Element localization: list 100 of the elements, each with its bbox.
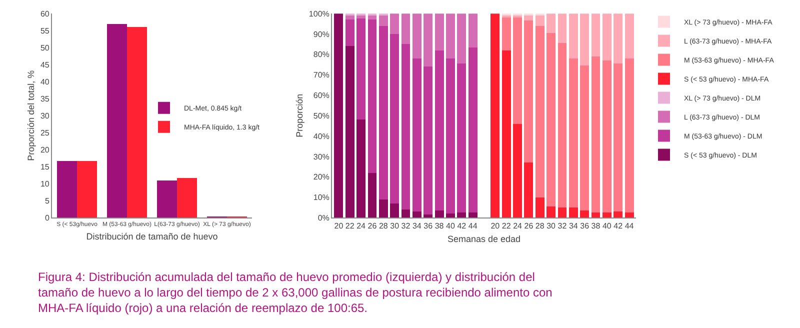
y-tick-label: 30	[40, 111, 50, 120]
bar	[401, 14, 410, 44]
text: Figura 4: Distribución acumulada del tamaño de huevo promedio (izquierda) y distribución del tamaño de huevo a lo largo del tiempo de 2 x 63,000 gallinas de postura recibiendo alimento con MHA-FA líquido (rojo) a una relación de reemplazo de 100:65.	[38, 270, 552, 316]
x-tick-label: 22	[345, 221, 355, 230]
bar	[546, 32, 556, 206]
bar	[356, 16, 366, 19]
bar	[434, 50, 444, 211]
bar	[558, 14, 567, 44]
x-tick-label: 22	[502, 221, 512, 230]
bar	[107, 24, 127, 218]
x-axis-title: Semanas de edad	[447, 234, 521, 244]
y-tick-label: 0	[44, 214, 50, 223]
y-tick-label: 10%	[313, 193, 330, 202]
bar	[345, 46, 354, 218]
bar	[580, 210, 590, 218]
y-axis-title: Proporción del total, %	[26, 70, 36, 161]
bar	[368, 20, 377, 173]
bar	[401, 210, 410, 218]
x-tick-label: 20	[334, 221, 344, 230]
bar	[424, 66, 433, 215]
bar	[546, 206, 556, 218]
bar	[535, 26, 544, 198]
bar	[624, 58, 634, 213]
x-tick-label: 42	[457, 221, 467, 230]
bar	[127, 27, 147, 218]
x-tick-label: 44	[624, 221, 634, 230]
bar	[457, 212, 466, 218]
bar	[502, 18, 511, 50]
bar	[457, 64, 466, 213]
bar	[614, 14, 623, 64]
bar	[502, 50, 511, 218]
bar	[614, 64, 623, 212]
x-tick-label: 24	[356, 221, 366, 230]
x-tick-label: 42	[614, 221, 624, 230]
bar	[513, 124, 522, 218]
bar	[524, 16, 534, 21]
bar	[513, 18, 522, 124]
bar	[434, 210, 444, 218]
y-tick-label: 15	[40, 162, 50, 172]
bar	[446, 58, 455, 214]
x-tick-label: 32	[401, 221, 411, 230]
y-tick-label: 40	[40, 77, 50, 86]
y-tick-label: 60%	[313, 91, 330, 100]
bar	[378, 199, 388, 218]
bar	[390, 34, 400, 204]
bar	[345, 20, 354, 46]
bar	[378, 26, 388, 200]
y-tick-label: 20	[40, 145, 50, 154]
bar	[424, 14, 433, 67]
bar	[446, 214, 455, 218]
y-tick-label: 5	[44, 196, 50, 206]
x-tick-label: 28	[535, 221, 545, 230]
bar	[535, 197, 544, 218]
bar	[580, 66, 590, 211]
bar	[57, 160, 77, 218]
bar	[468, 14, 478, 48]
y-tick-label: 60	[40, 9, 50, 18]
bar	[468, 47, 478, 213]
bar	[535, 14, 544, 26]
bar	[591, 56, 600, 213]
bar	[624, 14, 634, 58]
x-tick-label: 26	[368, 221, 378, 230]
x-tick-label: 36	[580, 221, 590, 230]
y-tick-label: 55	[40, 26, 50, 36]
y-tick-label: 70%	[313, 70, 330, 80]
y-tick-label: 0%	[318, 214, 330, 223]
bar	[368, 16, 377, 20]
bar	[602, 212, 612, 218]
y-tick-label: 100%	[308, 9, 330, 18]
x-tick-label: 38	[591, 221, 601, 230]
bar	[524, 20, 534, 163]
bar	[424, 214, 433, 218]
y-tick-label: 50	[40, 43, 50, 52]
bar	[614, 212, 623, 218]
y-tick-label: 80%	[313, 50, 330, 60]
x-tick-label: 28	[378, 221, 388, 230]
y-tick-label: 25	[40, 128, 50, 138]
bar	[524, 162, 534, 218]
x-tick-label: 36	[424, 221, 434, 230]
bar	[356, 120, 366, 218]
bar	[558, 208, 567, 218]
bar	[602, 60, 612, 213]
y-tick-label: 45	[40, 60, 50, 70]
y-tick-label: 40%	[313, 132, 330, 141]
x-tick-label: 34	[568, 221, 578, 230]
bar	[356, 18, 366, 120]
x-tick-label: 26	[524, 221, 534, 230]
bar	[591, 212, 600, 218]
x-tick-label: 24	[513, 221, 523, 230]
y-tick-label: 20%	[313, 172, 330, 182]
x-tick-label: 30	[546, 221, 556, 230]
bar	[412, 212, 422, 218]
bar	[546, 14, 556, 33]
bar	[568, 58, 578, 208]
bar	[602, 14, 612, 61]
bar	[412, 58, 422, 212]
x-tick-label: 40	[446, 221, 456, 230]
bar	[568, 14, 578, 58]
bar	[580, 14, 590, 66]
x-tick-label: 38	[434, 221, 444, 230]
